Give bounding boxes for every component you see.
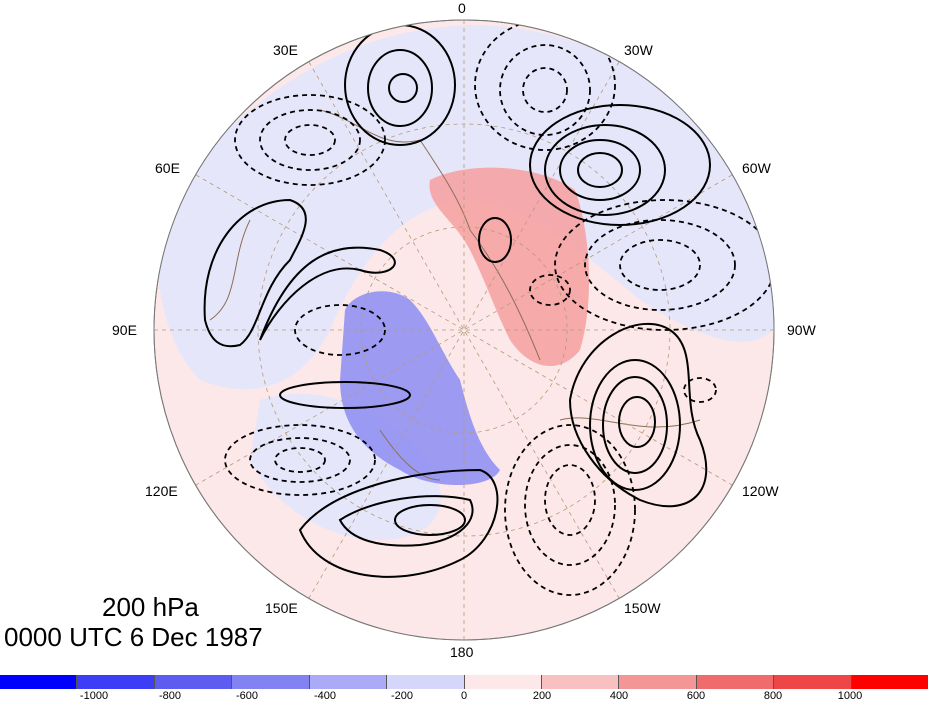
colorbar-tick: 800 [763,690,783,702]
lon-label-90e: 90E [112,322,137,338]
colorbar-swatch [309,675,388,689]
polar-map [153,19,775,641]
colorbar-tick: 400 [609,690,629,702]
colorbar-swatch [0,675,78,689]
colorbar-swatch [154,675,233,689]
lon-label-120w: 120W [742,483,779,499]
colorbar-swatch [77,675,155,689]
shading-negative-light [156,25,774,390]
shading-negative-strong [340,291,500,485]
lon-label-60w: 60W [742,160,771,176]
colorbar-tick: 200 [532,690,552,702]
lon-label-150e: 150E [265,600,298,616]
colorbar-swatch [541,675,620,689]
colorbar-tick: 0 [460,690,468,702]
colorbar-tick: 1000 [837,690,863,702]
colorbar-tick: 600 [686,690,706,702]
colorbar-tick: -200 [390,690,414,702]
colorbar-tick: -1000 [79,690,109,702]
time-title: 0000 UTC 6 Dec 1987 [4,622,263,652]
colorbar-tick: -600 [235,690,259,702]
colorbar-swatch [387,675,465,689]
coastline [209,109,701,481]
lon-label-30e: 30E [273,42,298,58]
colorbar-swatch [232,675,310,689]
colorbar-swatch [696,675,775,689]
colorbar-swatch [851,675,928,689]
lon-label-150w: 150W [624,600,661,616]
lon-label-60e: 60E [155,160,180,176]
lon-label-30w: 30W [624,42,653,58]
colorbar-tick: -400 [313,690,337,702]
colorbar-tick: -800 [158,690,182,702]
lon-label-180: 180 [450,644,474,660]
colorbar [0,675,928,689]
colorbar-swatch [464,675,542,689]
lon-label-120e: 120E [145,483,178,499]
colorbar-swatch [619,675,697,689]
colorbar-swatch [774,675,852,689]
lon-label-90w: 90W [787,322,816,338]
lon-label-0: 0 [458,0,466,16]
level-title: 200 hPa [102,592,199,622]
shading-positive [429,167,590,367]
